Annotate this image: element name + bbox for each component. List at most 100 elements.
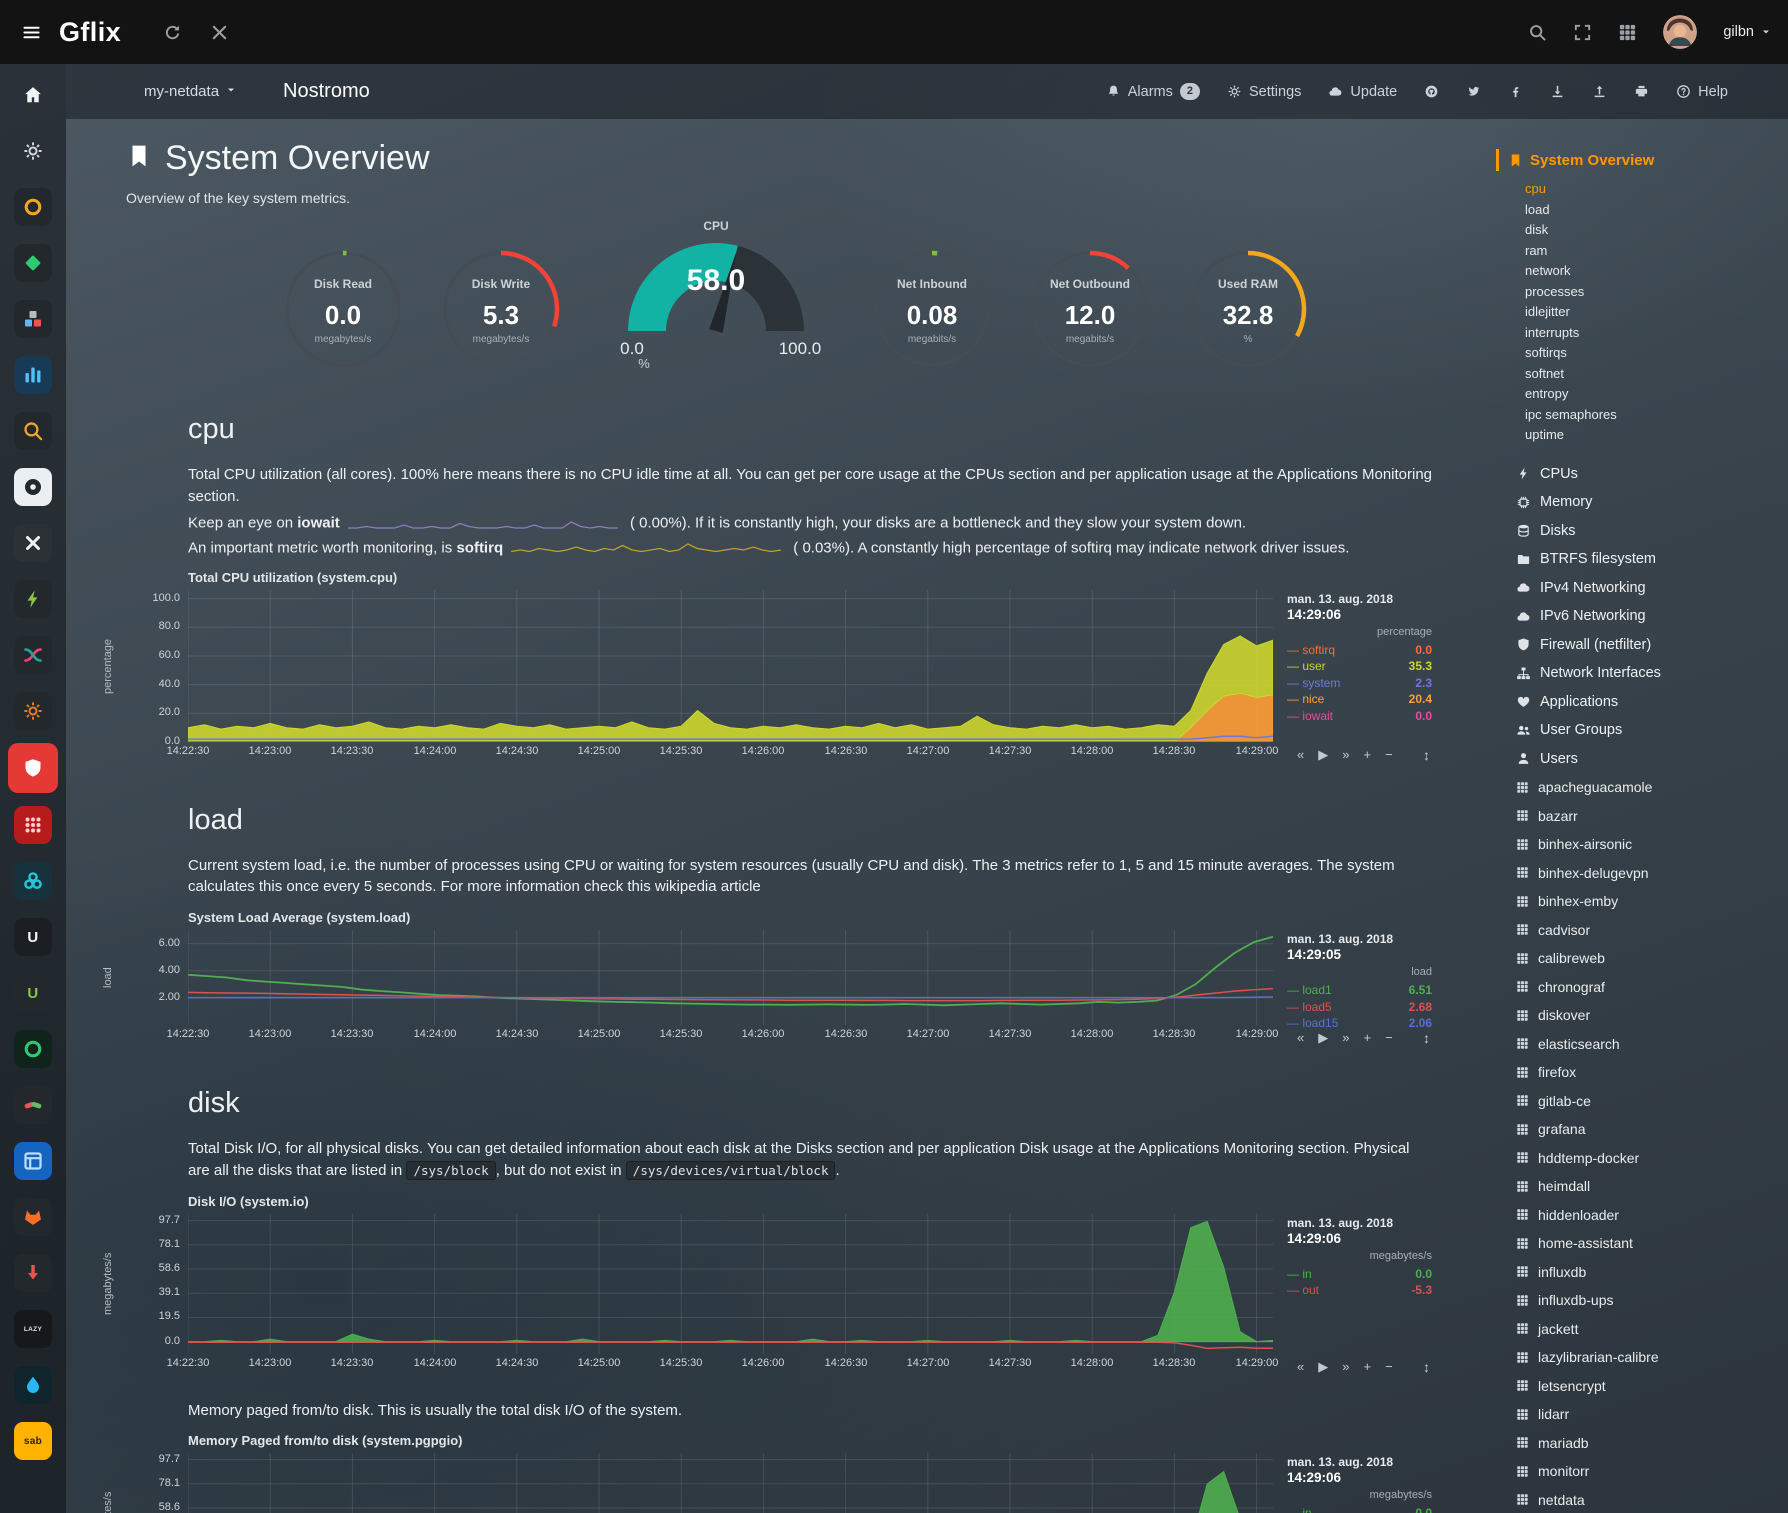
menu-app-home-assistant[interactable]: home-assistant bbox=[1496, 1229, 1788, 1258]
menu-app-elasticsearch[interactable]: elasticsearch bbox=[1496, 1030, 1788, 1059]
sidebar-settings-icon[interactable] bbox=[14, 132, 52, 170]
chart-resize-handle[interactable]: ↕ bbox=[1423, 1030, 1430, 1046]
menu-app-firefox[interactable]: firefox bbox=[1496, 1058, 1788, 1087]
zoom-in-button[interactable]: + bbox=[1363, 746, 1372, 762]
menu-section-cpus[interactable]: CPUs bbox=[1496, 460, 1788, 489]
netdata-host-dropdown[interactable]: my-netdata bbox=[144, 83, 237, 100]
sidebar-app-green-u-icon[interactable]: U bbox=[14, 974, 52, 1012]
menu-sub-ram[interactable]: ram bbox=[1525, 242, 1548, 258]
menu-app-cadvisor[interactable]: cadvisor bbox=[1496, 916, 1788, 945]
menu-sub-entropy[interactable]: entropy bbox=[1525, 386, 1569, 401]
refresh-icon[interactable] bbox=[163, 23, 182, 42]
menu-sub-disk[interactable]: disk bbox=[1525, 222, 1549, 237]
menu-section-btrfs-filesystem[interactable]: BTRFS filesystem bbox=[1496, 545, 1788, 574]
menu-app-binhex-airsonic[interactable]: binhex-airsonic bbox=[1496, 830, 1788, 859]
menu-app-diskover[interactable]: diskover bbox=[1496, 1001, 1788, 1030]
menu-app-lazylibrarian-calibre[interactable]: lazylibrarian-calibre bbox=[1496, 1343, 1788, 1372]
menu-app-apacheguacamole[interactable]: apacheguacamole bbox=[1496, 773, 1788, 802]
zoom-in-button[interactable]: + bbox=[1363, 1030, 1372, 1045]
nav-upload-icon[interactable] bbox=[1592, 84, 1607, 99]
legend-item-in[interactable]: — in0.0 bbox=[1287, 1505, 1432, 1513]
zoom-in-button[interactable]: + bbox=[1363, 1358, 1372, 1374]
sidebar-app-sab-icon[interactable]: sab bbox=[14, 1422, 52, 1460]
chart-toolbox[interactable]: « ▶ » + − bbox=[1297, 1359, 1393, 1375]
play-button[interactable]: ▶ bbox=[1318, 746, 1329, 762]
gauge-disk-write[interactable]: Disk Write 5.3 megabytes/s bbox=[427, 244, 575, 379]
zoom-out-button[interactable]: − bbox=[1385, 1030, 1393, 1045]
menu-app-chronograf[interactable]: chronograf bbox=[1496, 973, 1788, 1002]
pan-left-button[interactable]: « bbox=[1297, 1030, 1305, 1045]
legend-item-load1[interactable]: — load1 6.51 bbox=[1287, 983, 1432, 997]
sidebar-app-shuffle-icon[interactable] bbox=[14, 636, 52, 674]
menu-sub-interrupts[interactable]: interrupts bbox=[1525, 324, 1580, 340]
legend-item-out[interactable]: — out -5.3 bbox=[1287, 1283, 1432, 1297]
menu-app-monitorr[interactable]: monitorr bbox=[1496, 1457, 1788, 1486]
gauge-cpu[interactable]: CPU 58.0 0.0 100.0% bbox=[599, 218, 834, 375]
sidebar-home-icon[interactable] bbox=[14, 76, 52, 114]
sidebar-app-orange-search-icon[interactable] bbox=[14, 412, 52, 450]
menu-app-lidarr[interactable]: lidarr bbox=[1496, 1400, 1788, 1429]
sidebar-app-blue-drop-icon[interactable] bbox=[14, 1366, 52, 1404]
sidebar-app-green-ring-icon[interactable] bbox=[14, 1030, 52, 1068]
chart-canvas[interactable] bbox=[188, 1453, 1273, 1513]
menu-app-hiddenloader[interactable]: hiddenloader bbox=[1496, 1201, 1788, 1230]
softirq-sparkline[interactable] bbox=[511, 539, 782, 558]
menu-app-netdata[interactable]: netdata bbox=[1496, 1486, 1788, 1513]
menu-app-mariadb[interactable]: mariadb bbox=[1496, 1429, 1788, 1458]
pan-right-button[interactable]: » bbox=[1342, 746, 1350, 762]
sidebar-app-teal-circles-icon[interactable] bbox=[14, 862, 52, 900]
sidebar-app-blue-window-icon[interactable] bbox=[14, 1142, 52, 1180]
nav-update[interactable]: Update bbox=[1328, 84, 1397, 100]
menu-sub-uptime[interactable]: uptime bbox=[1525, 427, 1565, 442]
sidebar-app-green-bolt-icon[interactable] bbox=[14, 580, 52, 618]
legend-item-iowait[interactable]: — iowait 0.0 bbox=[1287, 708, 1432, 723]
sidebar-app-active-shield-icon[interactable] bbox=[8, 743, 58, 793]
menu-section-firewall-netfilter-[interactable]: Firewall (netfilter) bbox=[1496, 631, 1788, 660]
pan-left-button[interactable]: « bbox=[1297, 1358, 1305, 1374]
user-avatar[interactable] bbox=[1663, 15, 1698, 49]
nav-settings[interactable]: Settings bbox=[1227, 84, 1301, 100]
chart-resize-handle[interactable]: ↕ bbox=[1423, 1358, 1430, 1375]
menu-app-jackett[interactable]: jackett bbox=[1496, 1315, 1788, 1344]
menu-app-gitlab-ce[interactable]: gitlab-ce bbox=[1496, 1087, 1788, 1116]
nav-alarms[interactable]: Alarms 2 bbox=[1106, 83, 1200, 100]
pan-right-button[interactable]: » bbox=[1342, 1030, 1350, 1045]
legend-item-load15[interactable]: — load15 2.06 bbox=[1287, 1016, 1432, 1030]
hamburger-menu-icon[interactable] bbox=[22, 23, 41, 42]
menu-sub-softnet[interactable]: softnet bbox=[1525, 365, 1565, 381]
menu-sub-processes[interactable]: processes bbox=[1525, 283, 1585, 299]
menu-app-hddtemp-docker[interactable]: hddtemp-docker bbox=[1496, 1144, 1788, 1173]
menu-sub-idlejitter[interactable]: idlejitter bbox=[1525, 304, 1570, 319]
menu-section-applications[interactable]: Applications bbox=[1496, 688, 1788, 717]
menu-app-heimdall[interactable]: heimdall bbox=[1496, 1172, 1788, 1201]
sidebar-app-cross-icon[interactable] bbox=[14, 524, 52, 562]
user-menu[interactable]: gilbn bbox=[1723, 24, 1772, 40]
chart-toolbox[interactable]: « ▶ » + − bbox=[1297, 747, 1393, 763]
menu-app-binhex-delugevpn[interactable]: binhex-delugevpn bbox=[1496, 859, 1788, 888]
sidebar-app-white-u-icon[interactable]: U bbox=[14, 918, 52, 956]
zoom-out-button[interactable]: − bbox=[1385, 1358, 1393, 1374]
menu-section-users[interactable]: Users bbox=[1496, 745, 1788, 774]
menu-app-binhex-emby[interactable]: binhex-emby bbox=[1496, 887, 1788, 916]
menu-sub-network[interactable]: network bbox=[1525, 263, 1571, 278]
menu-sub-cpu[interactable]: cpu bbox=[1525, 181, 1546, 196]
legend-item-user[interactable]: — user 35.3 bbox=[1287, 659, 1432, 673]
gauge-net-inbound[interactable]: Net Inbound 0.08 megabits/s bbox=[858, 244, 1006, 379]
menu-sub-load[interactable]: load bbox=[1525, 201, 1550, 217]
menu-sub-ipc-semaphores[interactable]: ipc semaphores bbox=[1525, 406, 1617, 422]
menu-app-letsencrypt[interactable]: letsencrypt bbox=[1496, 1372, 1788, 1401]
menu-app-bazarr[interactable]: bazarr bbox=[1496, 802, 1788, 831]
nav-github-icon[interactable] bbox=[1424, 84, 1439, 99]
sidebar-app-blue-bars-icon[interactable] bbox=[14, 356, 52, 394]
apps-grid-icon[interactable] bbox=[1618, 23, 1637, 42]
menu-section-ipv6-networking[interactable]: IPv6 Networking bbox=[1496, 602, 1788, 631]
close-icon[interactable] bbox=[210, 23, 229, 42]
chart-resize-handle[interactable]: ↕ bbox=[1423, 746, 1430, 763]
menu-app-calibreweb[interactable]: calibreweb bbox=[1496, 944, 1788, 973]
gauge-net-outbound[interactable]: Net Outbound 12.0 megabits/s bbox=[1016, 244, 1164, 379]
iowait-sparkline[interactable] bbox=[347, 514, 618, 533]
pan-left-button[interactable]: « bbox=[1297, 746, 1305, 762]
menu-item-system-overview[interactable]: System Overview bbox=[1496, 149, 1788, 171]
menu-section-disks[interactable]: Disks bbox=[1496, 517, 1788, 546]
